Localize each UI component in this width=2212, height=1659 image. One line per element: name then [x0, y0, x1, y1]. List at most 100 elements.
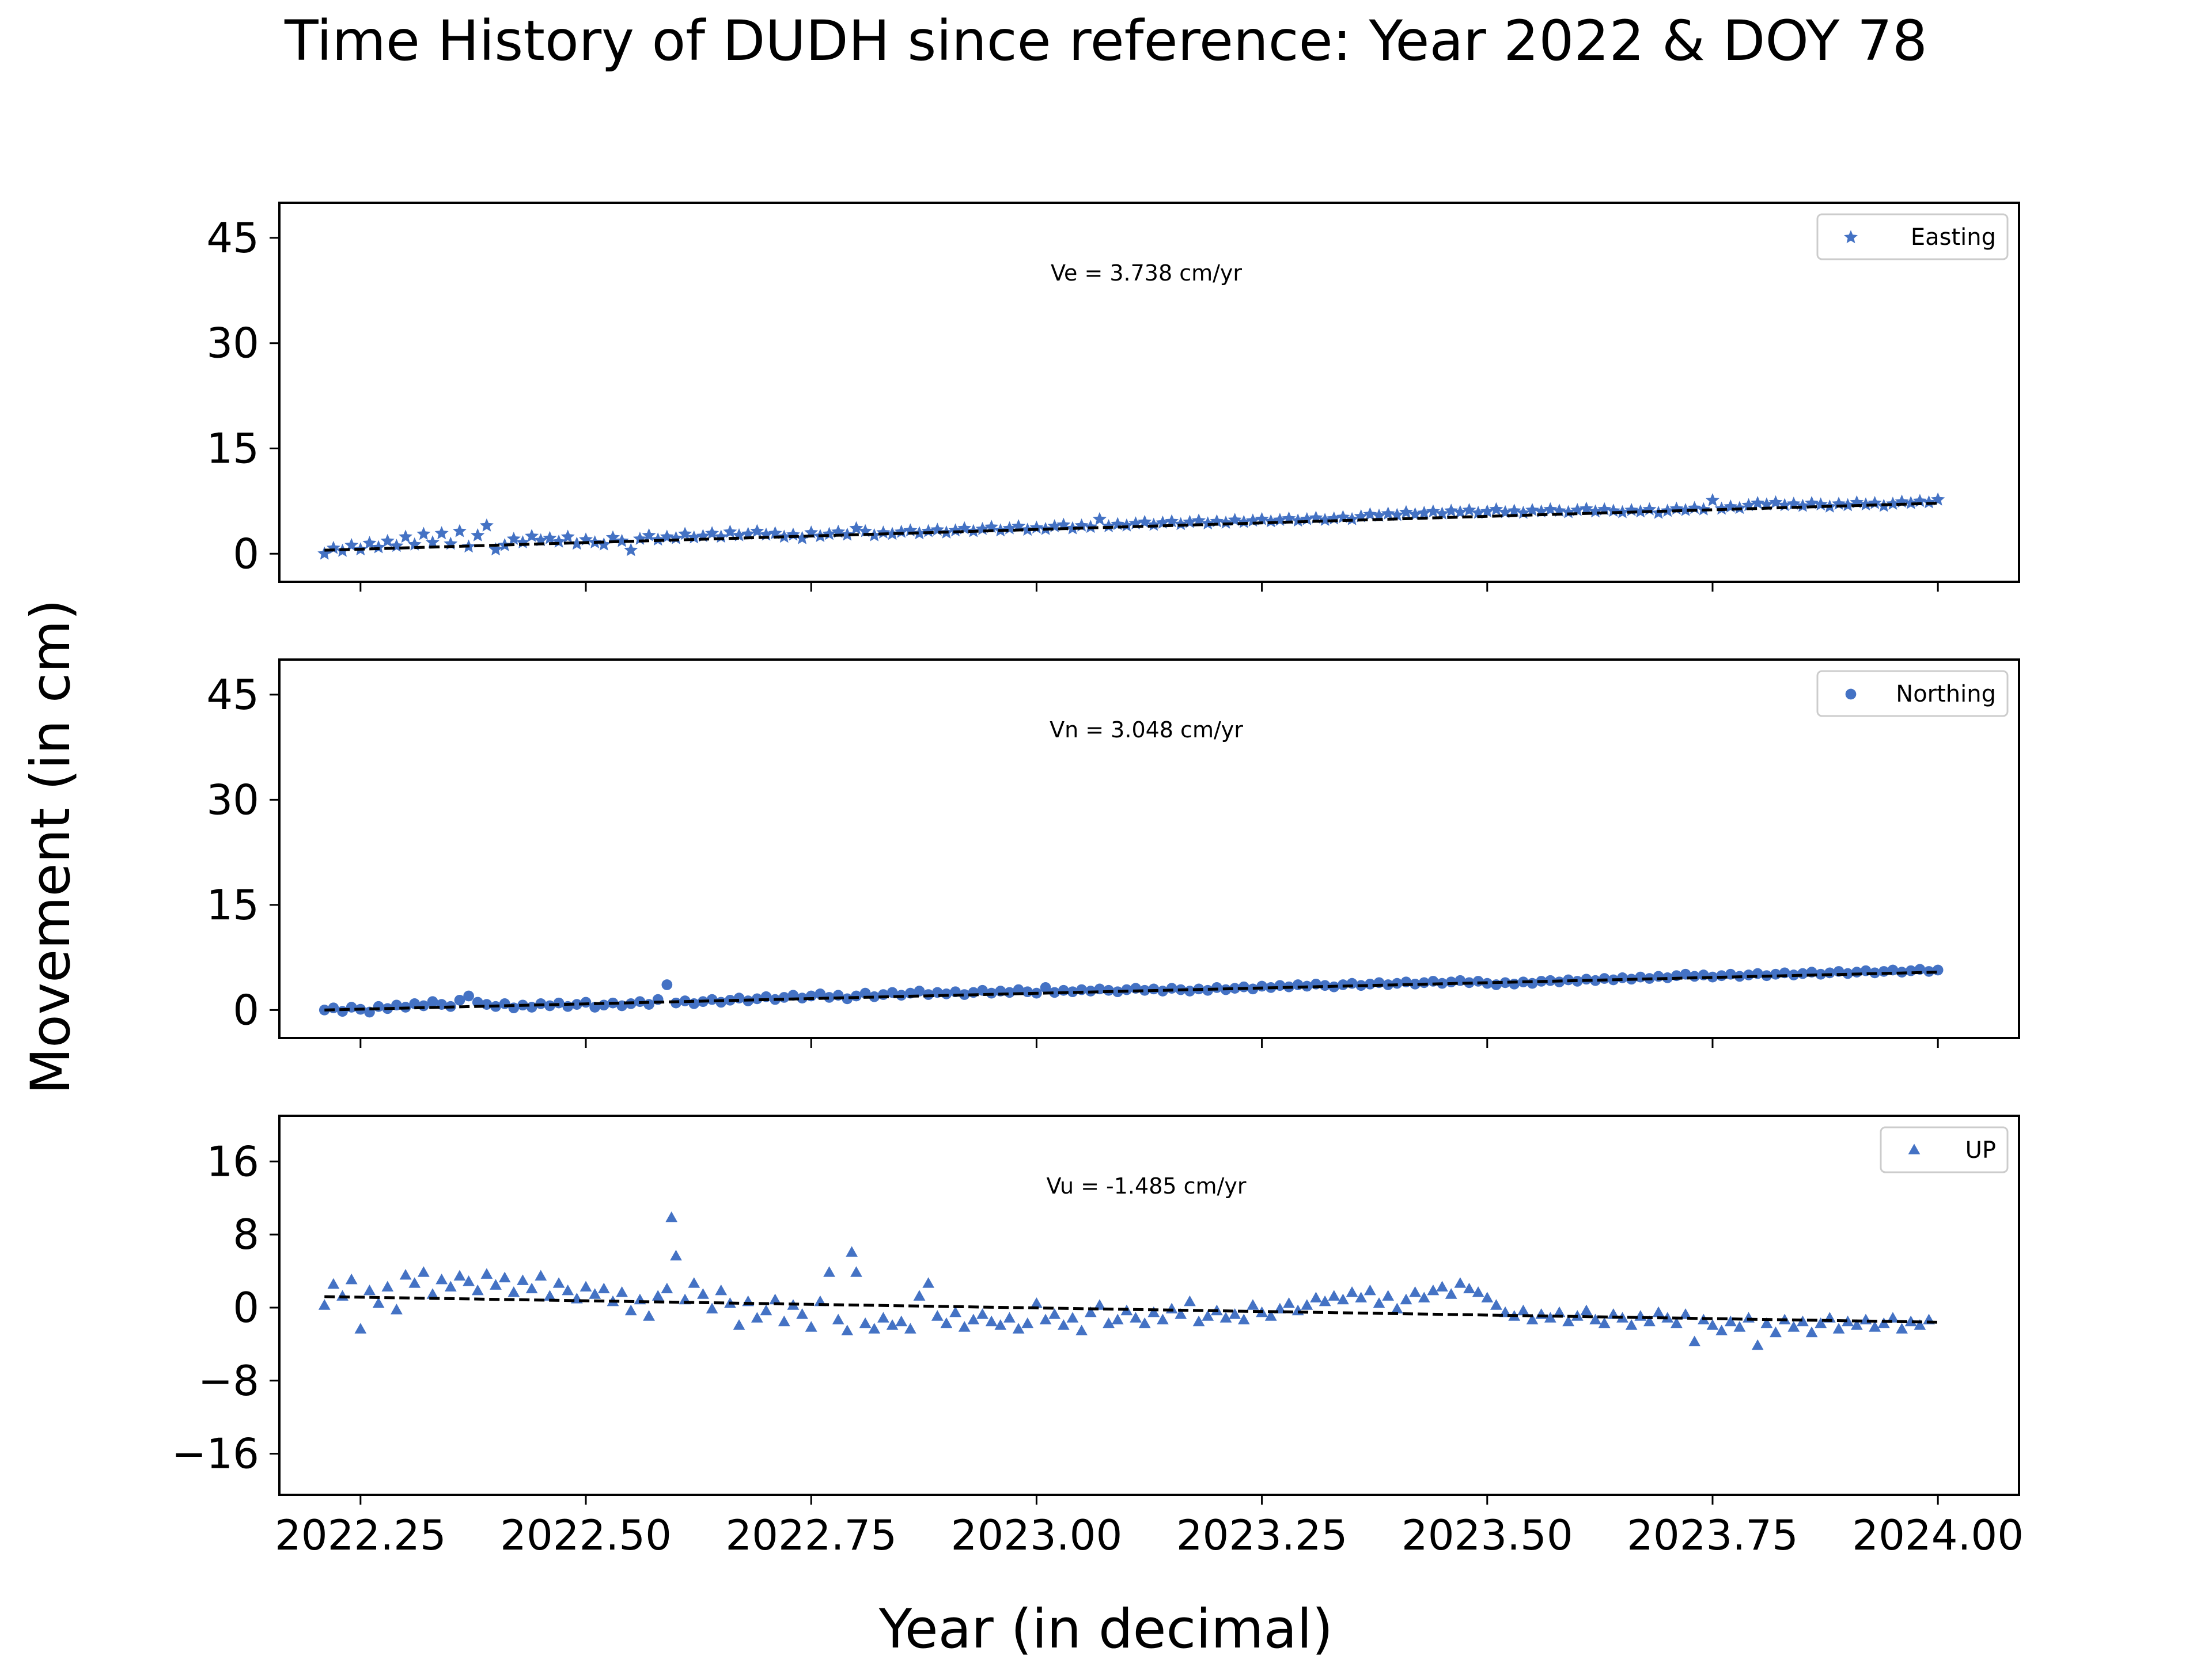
data-point — [949, 1306, 961, 1317]
data-point — [796, 1308, 808, 1319]
data-point — [589, 1288, 601, 1299]
data-point — [517, 1274, 529, 1285]
data-point — [1904, 1315, 1917, 1327]
data-point — [1914, 1319, 1926, 1330]
data-point — [841, 1324, 854, 1336]
data-point — [1887, 1312, 1899, 1323]
data-point — [846, 1246, 858, 1257]
data-point — [665, 1211, 678, 1222]
data-point — [948, 523, 963, 537]
data-point — [976, 1308, 988, 1319]
data-point — [859, 1317, 872, 1328]
data-point — [535, 1270, 547, 1281]
data-point — [1310, 1291, 1322, 1303]
data-point — [1139, 984, 1150, 996]
data-point — [1103, 1317, 1115, 1328]
data-point — [1579, 501, 1593, 515]
data-point — [887, 987, 898, 998]
y-tick-label: 0 — [233, 529, 259, 578]
data-point — [471, 528, 485, 541]
y-axis-label: Movement (in cm) — [20, 599, 82, 1094]
data-point — [605, 530, 620, 544]
data-point — [570, 536, 584, 550]
data-point — [1229, 1308, 1241, 1319]
data-point — [1238, 981, 1249, 993]
data-point — [1526, 1313, 1539, 1325]
data-point — [1824, 967, 1835, 979]
data-point — [1130, 1312, 1142, 1323]
data-point — [1093, 1299, 1106, 1310]
rate-annotation: Vn = 3.048 cm/yr — [1050, 717, 1243, 743]
data-point — [354, 1323, 367, 1334]
data-point — [849, 521, 863, 535]
data-point — [1562, 1315, 1575, 1327]
data-point — [1516, 505, 1531, 519]
data-point — [1274, 980, 1286, 991]
data-point — [1264, 1310, 1277, 1321]
data-point — [399, 529, 413, 543]
data-point — [912, 526, 926, 540]
y-tick-label: 45 — [206, 214, 259, 262]
y-tick-label: 15 — [206, 881, 259, 929]
data-point — [426, 1288, 439, 1299]
x-tick-label: 2023.50 — [1402, 1511, 1573, 1559]
data-point — [571, 999, 582, 1010]
data-point — [1453, 505, 1467, 518]
data-point — [1291, 513, 1305, 527]
data-point — [1633, 504, 1647, 518]
data-point — [1481, 1291, 1494, 1303]
data-point — [1327, 511, 1341, 525]
data-point — [975, 522, 990, 535]
data-point — [1138, 514, 1152, 528]
data-point — [958, 1321, 971, 1332]
trend-line — [324, 502, 1938, 552]
data-point — [1643, 1315, 1656, 1327]
data-point — [1797, 1315, 1809, 1327]
data-point — [1878, 966, 1889, 977]
data-point — [1743, 1312, 1755, 1323]
data-point — [786, 527, 800, 541]
data-point — [651, 532, 665, 546]
data-point — [1264, 514, 1278, 528]
data-point — [1319, 1295, 1331, 1306]
data-point — [327, 1278, 340, 1289]
data-point — [805, 1321, 817, 1332]
data-point — [1417, 505, 1431, 519]
data-point — [1660, 503, 1675, 517]
y-tick-label: −16 — [172, 1430, 259, 1478]
x-tick-label: 2022.25 — [275, 1511, 446, 1559]
data-point — [1724, 1315, 1737, 1327]
legend-marker — [1844, 230, 1858, 244]
data-point — [1932, 964, 1944, 976]
data-point — [579, 1281, 592, 1292]
data-point — [481, 999, 493, 1010]
data-point — [1517, 1304, 1529, 1316]
data-point — [1173, 517, 1188, 531]
data-point — [877, 1312, 889, 1323]
data-point — [1716, 970, 1727, 982]
data-point — [1175, 1308, 1187, 1319]
data-point — [616, 1286, 628, 1297]
data-point — [1040, 982, 1051, 993]
data-point — [643, 1310, 655, 1321]
data-point — [941, 988, 952, 999]
data-point — [842, 993, 853, 1005]
data-point — [1580, 1304, 1593, 1316]
legend-marker — [1908, 1143, 1921, 1154]
data-point — [1797, 968, 1808, 979]
data-point — [1031, 1297, 1043, 1308]
data-point — [1770, 1326, 1782, 1338]
data-point — [1885, 497, 1900, 510]
data-point — [525, 1282, 538, 1294]
data-point — [1751, 1339, 1764, 1350]
data-point — [1211, 982, 1222, 993]
data-point — [678, 527, 692, 540]
data-point — [479, 518, 494, 532]
data-point — [706, 1302, 718, 1314]
data-point — [931, 1310, 944, 1321]
data-point — [435, 1273, 448, 1285]
data-point — [317, 546, 332, 560]
data-point — [1003, 1312, 1016, 1323]
data-point — [1111, 1313, 1124, 1325]
data-point — [1590, 975, 1601, 986]
